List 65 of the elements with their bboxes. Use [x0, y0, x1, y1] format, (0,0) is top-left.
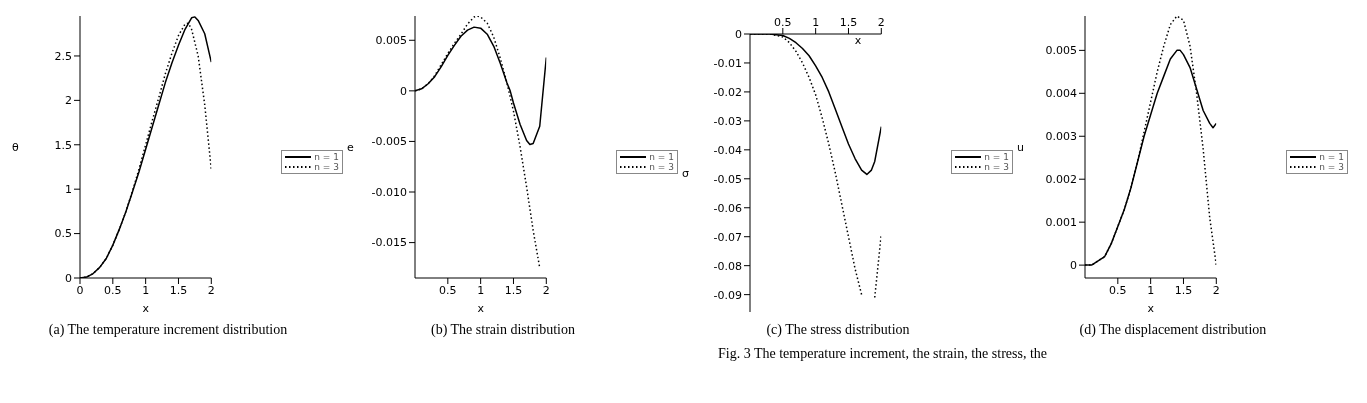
x-tick-label: 2: [542, 283, 550, 297]
y-tick-label: 0.005: [1045, 44, 1077, 58]
legend-label: n = 3: [314, 162, 339, 172]
x-axis-title: x: [854, 33, 862, 47]
legend-label: n = 3: [1319, 162, 1344, 172]
y-axis-title: σ: [682, 166, 689, 180]
x-tick-label: 1: [142, 283, 150, 297]
x-tick-label: 1.5: [504, 283, 523, 297]
y-tick-label: 2.5: [54, 49, 72, 63]
x-axis-title: x: [142, 302, 150, 315]
x-tick-label: 1: [477, 283, 485, 297]
y-tick-label: 1: [65, 183, 72, 197]
y-tick-label: -0.06: [713, 201, 742, 215]
y-axis-title: e: [347, 140, 354, 154]
y-tick-label: -0.09: [713, 288, 742, 302]
x-tick-label: 2: [207, 283, 215, 297]
legend-label: n = 1: [649, 152, 674, 162]
x-tick-label: 0.5: [1109, 283, 1127, 297]
y-tick-label: -0.07: [713, 230, 742, 244]
y-tick-label: -0.08: [713, 259, 742, 273]
y-tick-label: 0: [65, 271, 72, 285]
x-tick-label: 0: [76, 283, 84, 297]
y-tick-label: 0.002: [1045, 173, 1077, 187]
y-tick-label: -0.015: [371, 236, 407, 250]
x-tick-label: 0.5: [439, 283, 457, 297]
legend-label: n = 3: [649, 162, 674, 172]
y-axis-title: u: [1017, 140, 1024, 154]
x-tick-label: 1: [812, 16, 820, 29]
y-tick-label: 0: [400, 84, 407, 98]
y-axis-title: θ: [12, 140, 19, 154]
y-tick-label: 0: [1070, 259, 1077, 273]
x-tick-label: 0.5: [774, 16, 792, 29]
x-axis-title: x: [477, 302, 485, 315]
y-tick-label: 0.004: [1045, 87, 1077, 101]
legend-label: n = 1: [314, 152, 339, 162]
text: (a) The temperature increment distribution: [47, 322, 289, 338]
y-tick-label: 0.5: [54, 227, 72, 241]
y-tick-label: 0.005: [375, 34, 407, 48]
y-tick-label: 1.5: [54, 138, 72, 152]
y-tick-label: -0.02: [713, 85, 742, 99]
text: (b) The strain distribution: [430, 322, 576, 338]
x-tick-label: 0.5: [104, 283, 122, 297]
y-tick-label: -0.03: [713, 114, 742, 128]
x-tick-label: 1.5: [839, 16, 858, 29]
x-tick-label: 2: [877, 16, 885, 29]
y-tick-label: -0.01: [713, 56, 742, 70]
x-tick-label: 1.5: [169, 283, 188, 297]
y-tick-label: 0.003: [1045, 130, 1077, 144]
y-tick-label: -0.010: [371, 185, 407, 199]
text: (d) The displacement distribution: [1078, 322, 1268, 338]
x-tick-label: 1: [1147, 283, 1155, 297]
caption: Fig. 3 The temperature increment, the strain, the stress, the: [718, 346, 1048, 362]
y-tick-label: -0.04: [713, 143, 742, 157]
y-tick-label: 2: [65, 94, 72, 108]
y-tick-label: 0.001: [1045, 216, 1077, 230]
text: (c) The stress distribution: [765, 322, 911, 338]
y-tick-label: 0: [735, 27, 742, 41]
x-tick-label: 1.5: [1174, 283, 1193, 297]
x-axis-title: x: [1147, 302, 1155, 315]
legend-label: n = 3: [984, 162, 1009, 172]
y-tick-label: -0.05: [713, 172, 742, 186]
x-tick-label: 2: [1212, 283, 1220, 297]
legend-label: n = 1: [1319, 152, 1344, 162]
legend-label: n = 1: [984, 152, 1009, 162]
y-tick-label: -0.005: [371, 135, 407, 149]
